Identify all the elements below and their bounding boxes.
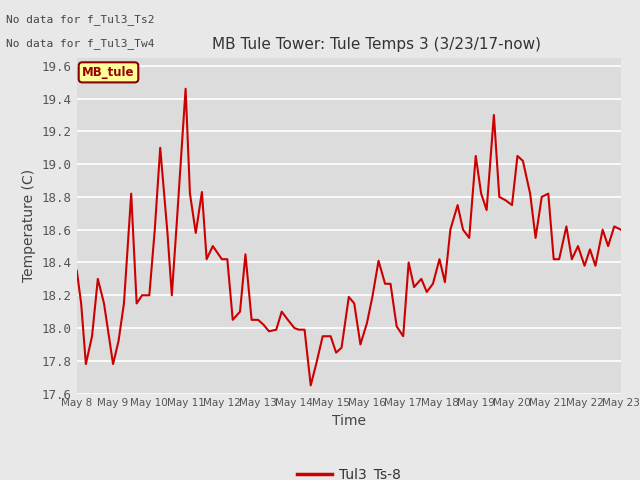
Text: MB_tule: MB_tule xyxy=(82,66,135,79)
X-axis label: Time: Time xyxy=(332,414,366,428)
Text: No data for f_Tul3_Tw4: No data for f_Tul3_Tw4 xyxy=(6,38,155,49)
Text: No data for f_Tul3_Ts2: No data for f_Tul3_Ts2 xyxy=(6,14,155,25)
Legend: Tul3_Ts-8: Tul3_Ts-8 xyxy=(291,462,406,480)
Title: MB Tule Tower: Tule Temps 3 (3/23/17-now): MB Tule Tower: Tule Temps 3 (3/23/17-now… xyxy=(211,37,541,52)
Y-axis label: Temperature (C): Temperature (C) xyxy=(22,169,36,282)
